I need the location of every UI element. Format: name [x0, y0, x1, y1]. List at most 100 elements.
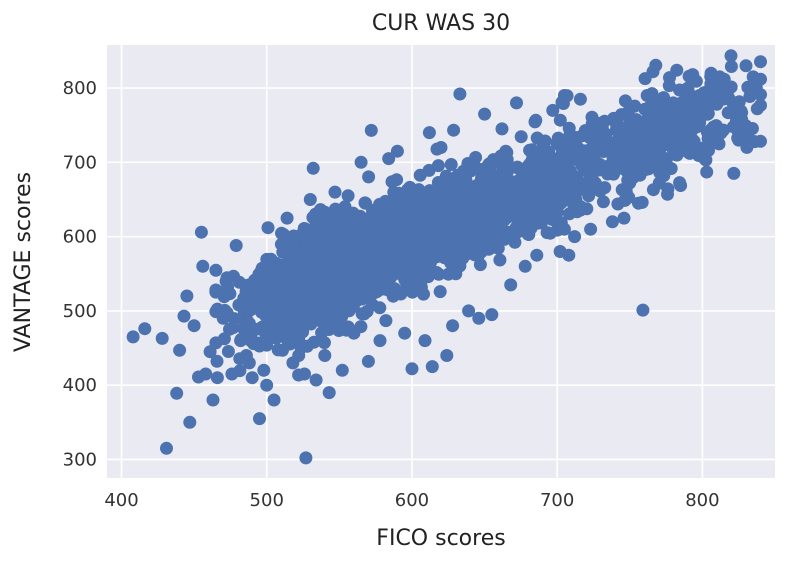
scatter-point [754, 55, 767, 69]
scatter-point [379, 275, 393, 289]
scatter-point [160, 441, 173, 455]
scatter-point [464, 242, 478, 256]
scatter-point [512, 202, 526, 216]
scatter-point [551, 131, 565, 145]
scatter-point [311, 235, 325, 249]
scatter-point [422, 163, 436, 177]
scatter-point [126, 330, 140, 344]
scatter-point [247, 337, 261, 351]
scatter-point [310, 211, 324, 225]
scatter-point [745, 122, 759, 135]
scatter-point [309, 373, 323, 387]
scatter-point [553, 113, 567, 127]
scatter-point [257, 363, 271, 377]
scatter-point [724, 60, 738, 73]
scatter-point [317, 336, 331, 350]
scatter-point [585, 110, 599, 124]
scatter-point [209, 263, 223, 277]
scatter-point [498, 164, 512, 178]
y-tick-label: 400 [63, 375, 97, 396]
scatter-point [626, 133, 640, 147]
scatter-point [662, 79, 676, 93]
scatter-point [712, 137, 726, 151]
scatter-point [732, 133, 746, 147]
scatter-point [427, 221, 441, 235]
scatter-point [444, 175, 458, 189]
scatter-point [299, 451, 313, 465]
scatter-point [285, 272, 299, 286]
scatter-point [445, 212, 459, 226]
x-tick-label: 700 [540, 490, 574, 511]
scatter-point [642, 116, 656, 130]
scatter-point [434, 141, 448, 154]
scatter-point [444, 158, 458, 171]
scatter-point [681, 81, 695, 95]
scatter-point [366, 298, 379, 312]
scatter-point [434, 193, 448, 207]
scatter-point [418, 334, 432, 348]
scatter-point [734, 104, 748, 118]
scatter-point [369, 285, 383, 299]
scatter-point [501, 225, 514, 239]
x-axis-ticks: 400 500 600 700 800 [104, 490, 719, 511]
scatter-point [405, 362, 419, 376]
scatter-point [638, 102, 652, 116]
scatter-point [253, 412, 266, 426]
scatter-point [433, 285, 447, 299]
scatter-point [405, 285, 419, 299]
scatter-point [407, 209, 421, 223]
scatter-point [514, 130, 528, 144]
scatter-point [321, 283, 335, 297]
scatter-point [554, 216, 568, 230]
scatter-point [338, 285, 352, 299]
scatter-point [330, 260, 344, 274]
scatter-point [621, 173, 635, 187]
scatter-point [199, 367, 213, 381]
scatter-point [360, 255, 374, 269]
scatter-point [499, 196, 512, 210]
scatter-point [724, 49, 738, 63]
scatter-point [177, 309, 191, 323]
scatter-point [661, 187, 674, 201]
scatter-point [389, 242, 403, 255]
scatter-point [234, 334, 248, 348]
scatter-point [362, 170, 376, 184]
scatter-point [354, 155, 368, 169]
scatter-point [260, 378, 274, 392]
scatter-point [313, 252, 327, 265]
scatter-point [573, 92, 587, 106]
scatter-point [385, 175, 399, 189]
scatter-point [221, 345, 235, 358]
scatter-point [540, 226, 554, 240]
scatter-point [629, 115, 643, 128]
scatter-point [518, 259, 532, 273]
scatter-point [398, 326, 412, 340]
scatter-point [352, 228, 366, 242]
scatter-point [699, 103, 713, 117]
scatter-point [682, 91, 696, 105]
scatter-point [471, 207, 485, 221]
scatter-point [271, 343, 285, 357]
scatter-point [379, 314, 393, 328]
scatter-point [196, 259, 210, 273]
scatter-point [296, 241, 310, 255]
scatter-point [661, 125, 675, 139]
y-axis-label: VANTAGE scores [11, 172, 36, 352]
scatter-point [187, 319, 201, 333]
scatter-point [640, 89, 654, 102]
scatter-point [219, 274, 233, 288]
data-points [126, 49, 767, 465]
scatter-point [415, 259, 429, 273]
scatter-point [687, 120, 701, 134]
x-axis-label: FICO scores [376, 526, 505, 551]
scatter-point [425, 360, 439, 374]
scatter-point [553, 166, 567, 180]
scatter-point [569, 173, 582, 187]
scatter-point [534, 174, 548, 188]
y-tick-label: 800 [63, 78, 97, 99]
scatter-point [653, 118, 667, 132]
scatter-point [430, 266, 444, 279]
scatter-point [583, 164, 597, 178]
scatter-point [286, 295, 300, 309]
